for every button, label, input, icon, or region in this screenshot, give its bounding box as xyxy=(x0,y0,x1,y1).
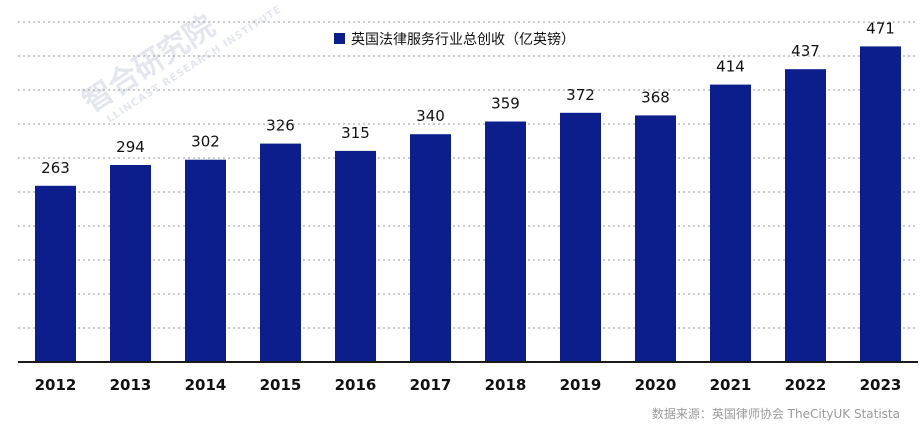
bar-2013 xyxy=(110,165,151,362)
data-label-2012: 263 xyxy=(41,159,70,177)
data-label-2023: 471 xyxy=(866,19,895,37)
watermark-logo: 智合研究院 LLINCAST RESEARCH INSTITUTE xyxy=(77,4,284,125)
x-tick-label-2019: 2019 xyxy=(560,376,602,394)
gridlines xyxy=(18,21,918,329)
bar-2015 xyxy=(260,143,301,362)
data-label-2013: 294 xyxy=(116,138,145,156)
legend-swatch xyxy=(334,33,345,44)
source-note: 数据来源：英国律师协会 TheCityUK Statista xyxy=(652,406,900,421)
x-tick-label-2018: 2018 xyxy=(485,376,527,394)
x-axis-ticks: 2012 2013 2014 2015 2016 2017 2018 2019 2020 2021… xyxy=(35,376,902,394)
x-tick-label-2012: 2012 xyxy=(35,376,77,394)
x-tick-label-2023: 2023 xyxy=(860,376,902,394)
x-tick-label-2014: 2014 xyxy=(185,376,227,394)
data-label-2022: 437 xyxy=(791,42,820,60)
data-label-2021: 414 xyxy=(716,58,745,76)
data-label-2018: 359 xyxy=(491,95,520,113)
data-label-2020: 368 xyxy=(641,88,670,106)
x-tick-label-2020: 2020 xyxy=(635,376,677,394)
bar-2014 xyxy=(185,159,226,362)
bars xyxy=(35,46,901,363)
bar-2016 xyxy=(335,150,376,362)
bar-2017 xyxy=(410,134,451,362)
x-tick-label-2016: 2016 xyxy=(335,376,377,394)
x-tick-label-2021: 2021 xyxy=(710,376,752,394)
data-label-2016: 315 xyxy=(341,124,370,142)
bar-2012 xyxy=(35,185,76,362)
x-tick-label-2013: 2013 xyxy=(110,376,152,394)
bar-2019 xyxy=(560,112,601,362)
legend: 英国法律服务行业总创收（亿英镑） xyxy=(334,31,575,48)
data-label-2014: 302 xyxy=(191,133,220,151)
legend-label: 英国法律服务行业总创收（亿英镑） xyxy=(351,31,575,48)
x-tick-label-2015: 2015 xyxy=(260,376,302,394)
x-tick-label-2022: 2022 xyxy=(785,376,827,394)
data-label-2015: 326 xyxy=(266,117,295,135)
data-label-2017: 340 xyxy=(416,107,445,125)
bar-2022 xyxy=(785,69,826,362)
data-label-2019: 372 xyxy=(566,86,595,104)
bar-2023 xyxy=(860,46,901,363)
bar-2020 xyxy=(635,115,676,363)
bar-2021 xyxy=(710,84,751,362)
bar-2018 xyxy=(485,121,526,362)
x-tick-label-2017: 2017 xyxy=(410,376,452,394)
data-labels: 263 294 302 326 315 340 359 372 368 414 437 471 xyxy=(41,19,895,176)
